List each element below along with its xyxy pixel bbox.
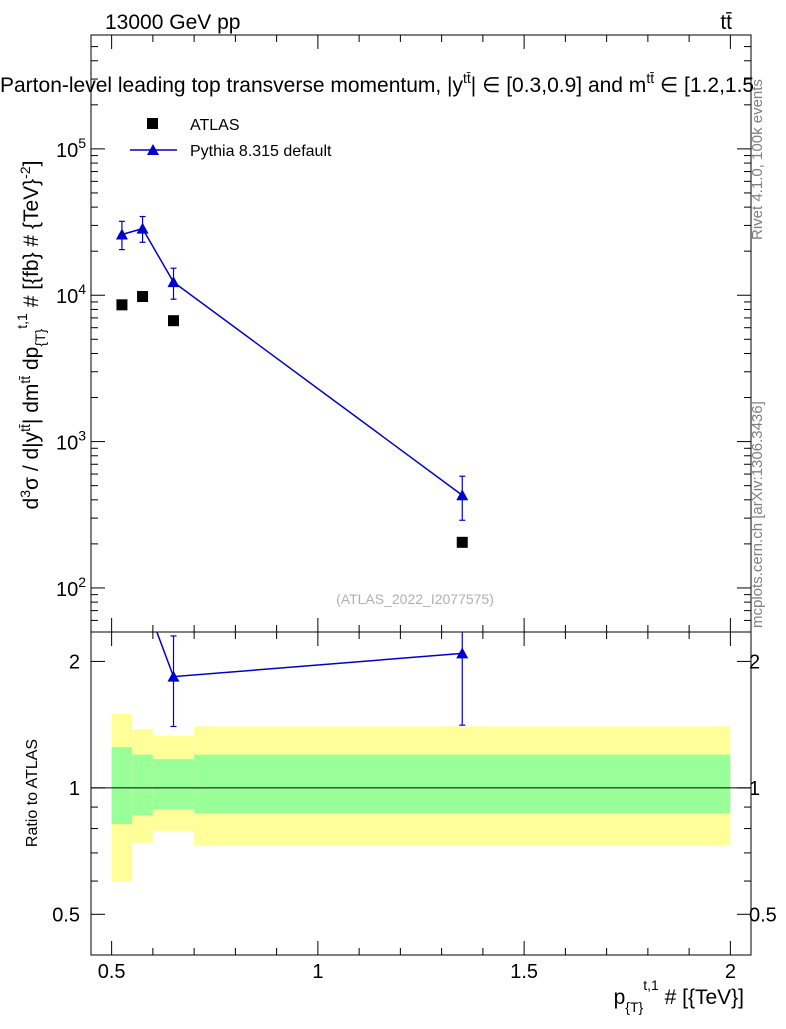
energy-label: 13000 GeV pp	[105, 11, 240, 34]
plot-title: Parton-level leading top transverse mome…	[0, 70, 754, 97]
rivet-label: Rivet 4.1.0, 100k events	[749, 79, 766, 240]
ratio-y-tick-label: 1	[69, 778, 80, 800]
ratio-band-inner	[132, 754, 153, 816]
ratio-x-tick-label: 1.5	[510, 961, 538, 983]
pythia-data-point	[115, 228, 128, 240]
ratio-y-tick-label: 0.5	[52, 904, 80, 926]
pythia-line	[121, 227, 463, 496]
ratio-y-tick-label-right: 2	[749, 651, 760, 673]
atlas-data-point	[137, 291, 149, 303]
main-x-ticks	[111, 35, 731, 632]
ratio-x-tick-label: 1	[312, 961, 323, 983]
process-label: tt̄	[720, 11, 732, 34]
ratio-x-tick-label: 2	[725, 961, 736, 983]
ratio-data-point	[456, 647, 469, 659]
ratio-y-tick-label-right: 1	[749, 778, 760, 800]
legend-atlas-label: ATLAS	[190, 117, 240, 134]
analysis-label: (ATLAS_2022_I2077575)	[336, 591, 494, 607]
atlas-data-point	[168, 315, 179, 327]
legend-pythia-marker	[147, 144, 159, 155]
main-y-ticks: 102 103 104 105	[56, 34, 751, 633]
ratio-y-axis-label: Ratio to ATLAS	[24, 739, 41, 847]
ratio-y-ticks: 0.5 0.5 1 1 2 2	[52, 651, 777, 956]
legend-atlas-marker	[147, 118, 158, 129]
ratio-plot-panel: 0.5 0.5 1 1 2 2 0.5 1 1.5 2 Ratio to ATLAS p{T}t…	[24, 631, 777, 1015]
main-data-marks	[115, 215, 469, 548]
ratio-x-ticks: 0.5 1 1.5 2	[98, 632, 736, 983]
mcplots-label: mcplots.cern.ch [arXiv:1306.3436]	[749, 401, 766, 628]
main-y-tick-label: 104	[56, 281, 86, 308]
main-y-tick-label: 105	[56, 135, 86, 162]
ratio-uncertainty-bands	[91, 713, 751, 882]
main-y-tick-label: 103	[56, 428, 86, 455]
atlas-data-point	[116, 299, 128, 311]
ratio-x-tick-label: 0.5	[98, 961, 126, 983]
atlas-data-point	[456, 536, 468, 548]
ratio-data-point	[167, 670, 180, 682]
main-y-axis-label: d3σ / d|ytt̄| dmtt̄ dp{T}t,1 # [{fb} # {…	[14, 161, 48, 510]
pythia-data-point	[456, 489, 469, 501]
ratio-plot-frame	[90, 631, 752, 956]
main-y-tick-label: 102	[56, 574, 86, 601]
pythia-data-point	[167, 276, 180, 288]
legend: ATLAS Pythia 8.315 default	[130, 117, 332, 160]
ratio-band-inner	[111, 747, 133, 825]
main-plot-panel: 102 103 104 105 Parton-level leading top tr…	[0, 34, 754, 633]
pythia-data-point	[136, 222, 149, 234]
ratio-data-marks	[156, 632, 469, 728]
legend-pythia-label: Pythia 8.315 default	[190, 143, 332, 160]
ratio-band-inner	[152, 759, 195, 810]
ratio-pythia-line	[156, 632, 463, 678]
ratio-y-tick-label: 2	[69, 651, 80, 673]
ratio-band-inner	[194, 754, 731, 814]
ratio-y-tick-label-right: 0.5	[749, 904, 777, 926]
x-axis-label: p{T}t,1 # [{TeV}]	[614, 977, 744, 1015]
